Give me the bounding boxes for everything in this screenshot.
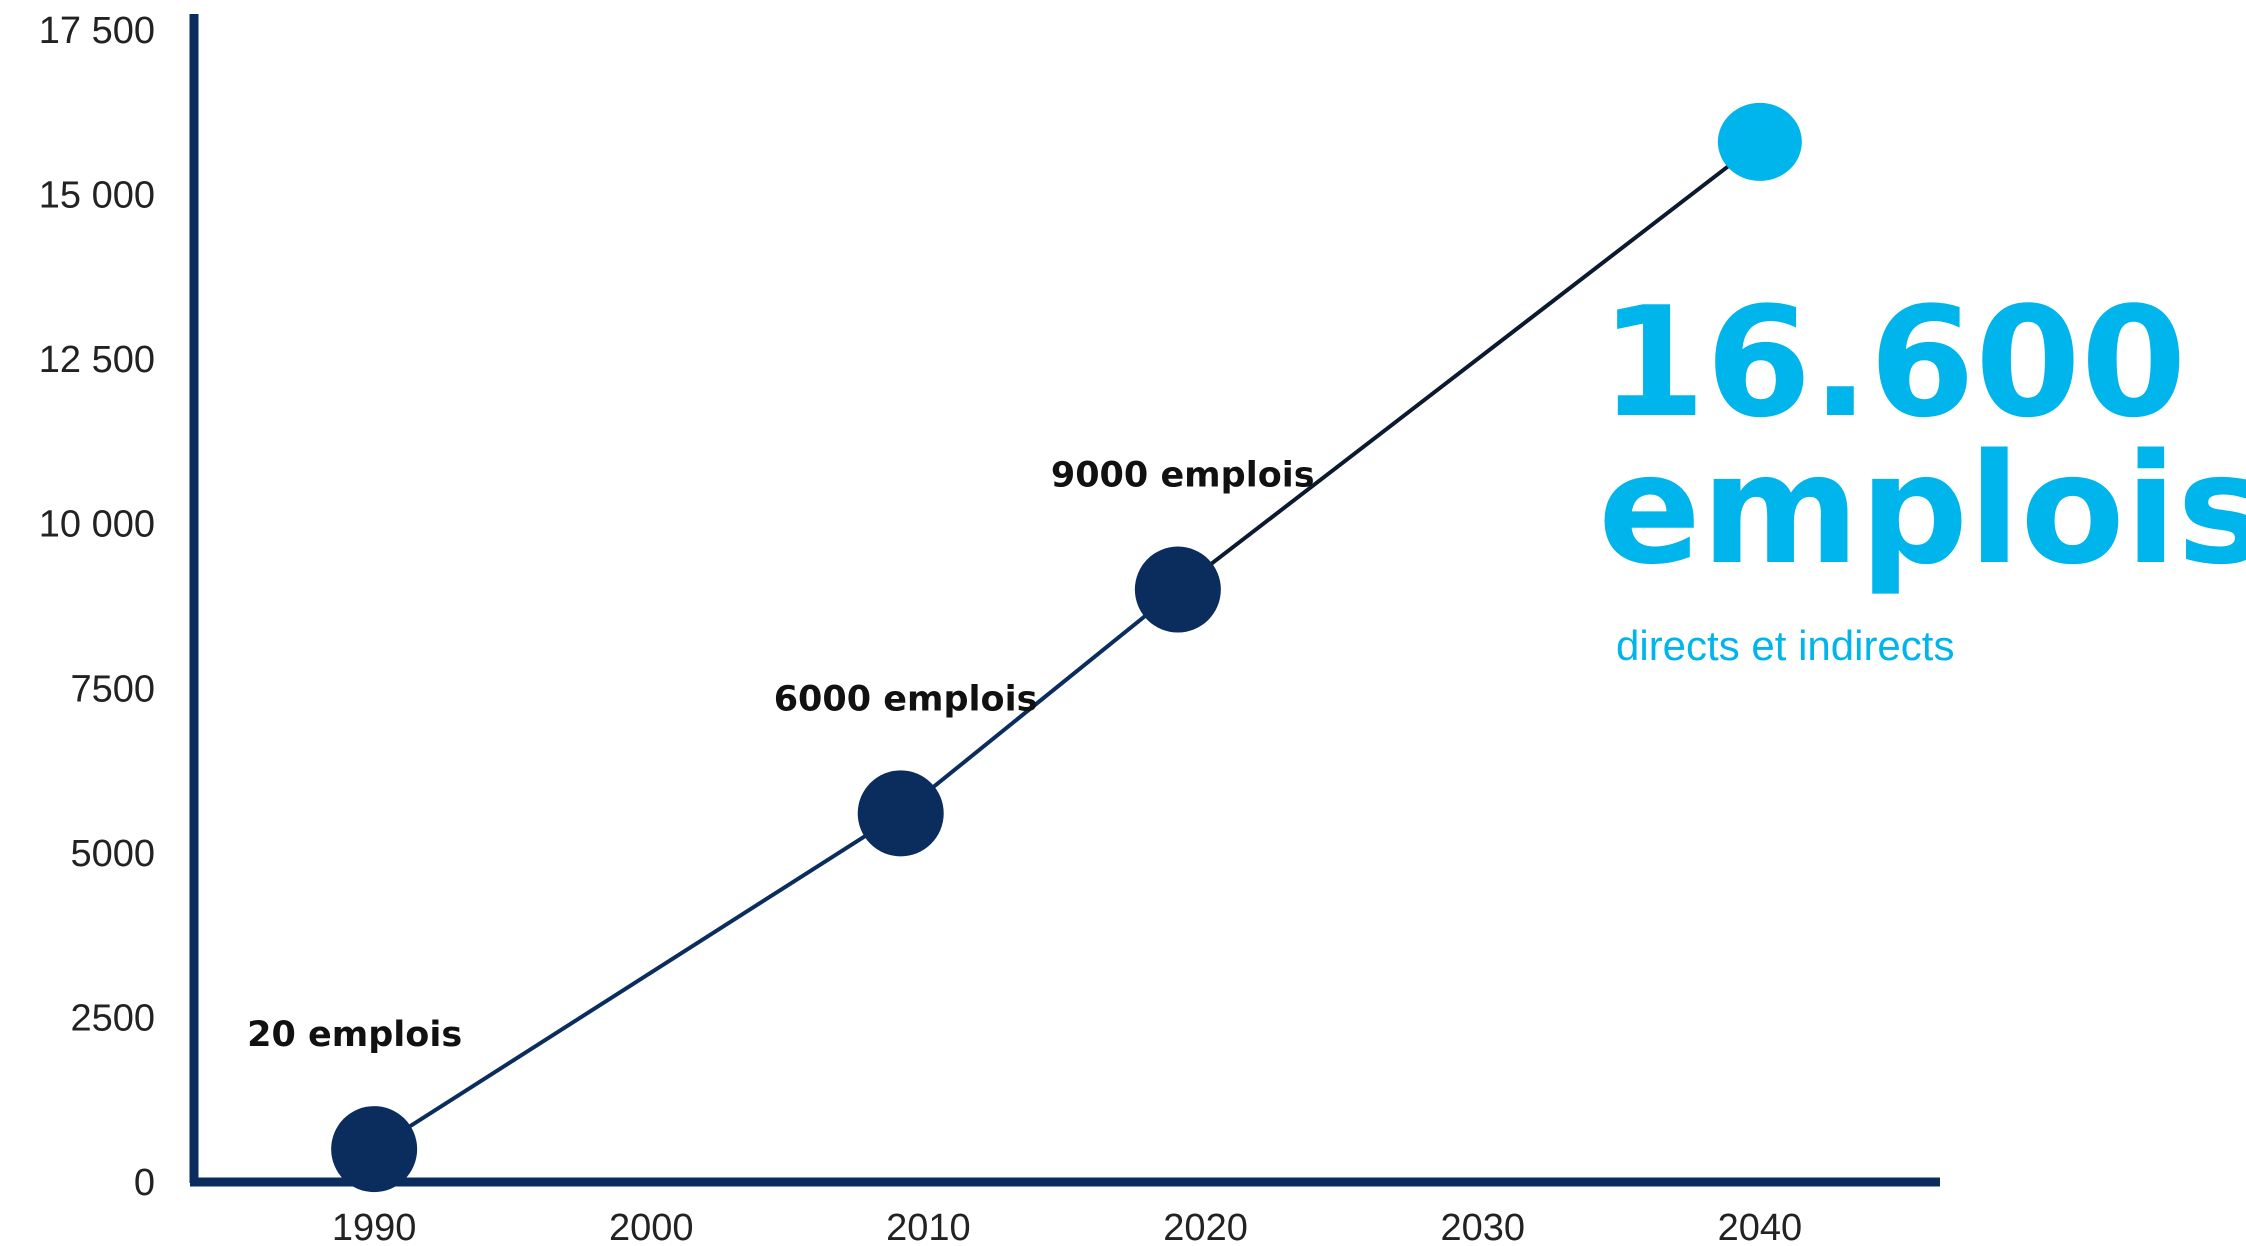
y-tick-label: 12 500 bbox=[39, 339, 155, 381]
y-tick-label: 5000 bbox=[70, 833, 155, 875]
x-tick-labels: 1990 2000 2010 2020 2030 2040 bbox=[332, 1207, 1802, 1246]
y-tick-label: 0 bbox=[134, 1162, 155, 1204]
line-segment bbox=[899, 587, 1180, 815]
data-point bbox=[1134, 546, 1221, 633]
y-tick-label: 10 000 bbox=[39, 504, 155, 546]
y-tick-label: 17 500 bbox=[39, 10, 155, 52]
annotations: 20 emplois 6000 emplois 9000 emplois bbox=[247, 456, 1314, 1056]
x-tick-label: 1990 bbox=[332, 1207, 417, 1246]
data-point bbox=[857, 770, 944, 857]
line-segment bbox=[373, 811, 902, 1151]
x-tick-label: 2000 bbox=[609, 1207, 694, 1246]
data-point-highlight bbox=[1717, 102, 1802, 181]
highlight-caption: directs et indirects bbox=[1616, 622, 1954, 669]
x-tick-label: 2020 bbox=[1163, 1207, 1248, 1246]
data-points bbox=[331, 102, 1802, 1193]
y-tick-label: 2500 bbox=[70, 997, 155, 1039]
annotation-label: 6000 emplois bbox=[774, 679, 1038, 719]
series-line bbox=[373, 140, 1762, 1151]
highlight-number: 16.600 bbox=[1600, 274, 2187, 451]
y-tick-labels: 0 2500 5000 7500 10 000 12 500 15 000 17 500 bbox=[39, 10, 155, 1204]
y-tick-label: 15 000 bbox=[39, 175, 155, 217]
line-segment bbox=[1176, 140, 1762, 592]
x-tick-label: 2010 bbox=[886, 1207, 971, 1246]
x-tick-label: 2040 bbox=[1718, 1207, 1803, 1246]
annotation-label: 9000 emplois bbox=[1051, 456, 1315, 496]
highlight-word: emplois bbox=[1598, 421, 2246, 598]
y-tick-label: 7500 bbox=[70, 668, 155, 710]
x-tick-label: 2030 bbox=[1440, 1207, 1525, 1246]
annotation-label: 20 emplois bbox=[247, 1015, 462, 1055]
data-point bbox=[331, 1106, 418, 1193]
